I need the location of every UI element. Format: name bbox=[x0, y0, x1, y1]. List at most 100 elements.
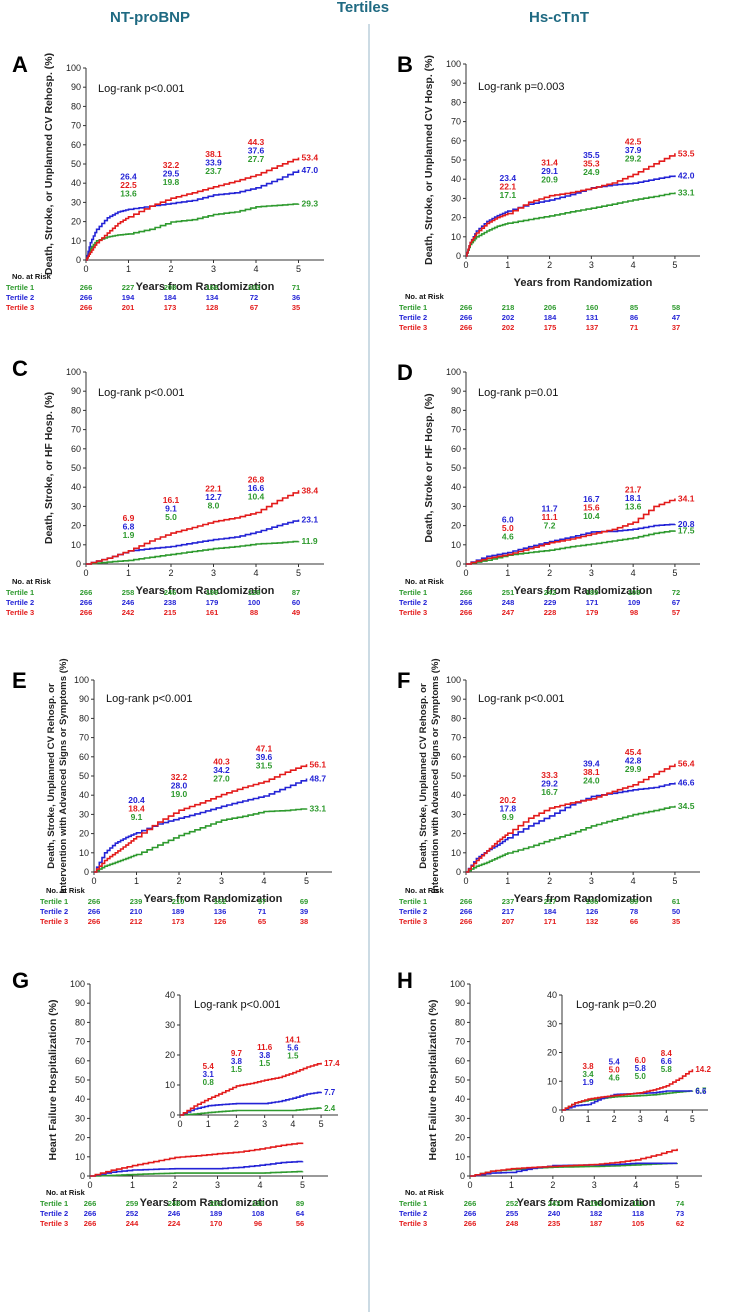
risk-cell: 243 bbox=[548, 1199, 561, 1208]
series-line-tertile-2 bbox=[86, 519, 300, 565]
panel-D: D 0 10 20 30 40 50 60 70 80 90 100 0 1 2 3 4 5 Years from … bbox=[397, 360, 700, 617]
y-tick-label: 80 bbox=[451, 97, 461, 107]
annotation-value: 10.4 bbox=[583, 511, 600, 521]
x-tick-label: 3 bbox=[592, 1180, 597, 1190]
y-tick-label: 100 bbox=[446, 59, 461, 69]
risk-cell: 238 bbox=[164, 598, 177, 607]
annotation-value: 6.0 bbox=[635, 1056, 647, 1065]
x-tick-label: 5 bbox=[296, 264, 301, 274]
end-value-tertile-2: 46.6 bbox=[678, 778, 695, 788]
end-value-tertile-1: 33.1 bbox=[678, 187, 695, 197]
end-value-tertile-2: 42.0 bbox=[678, 170, 695, 180]
risk-cell: 242 bbox=[544, 588, 557, 597]
x-axis-label: Years from Randomization bbox=[136, 281, 275, 293]
annotation-value: 21.7 bbox=[625, 484, 642, 494]
y-tick-label: 20 bbox=[165, 1050, 175, 1060]
y-tick-label: 0 bbox=[80, 1171, 85, 1181]
annotation-value: 16.7 bbox=[541, 787, 558, 797]
annotation-value: 4.6 bbox=[609, 1073, 621, 1082]
x-tick-label: 4 bbox=[261, 876, 266, 886]
y-axis-label: Death, Stroke, or Unplanned CV Hosp. (%) bbox=[423, 55, 435, 265]
annotation-value: 27.0 bbox=[213, 774, 230, 784]
y-tick-label: 70 bbox=[455, 1037, 465, 1047]
risk-cell: 202 bbox=[502, 323, 515, 332]
y-tick-label: 90 bbox=[75, 998, 85, 1008]
annotation-value: 6.0 bbox=[502, 514, 514, 524]
risk-cell: 134 bbox=[206, 293, 219, 302]
inset-series-line-tertile-3 bbox=[180, 1062, 322, 1116]
x-tick-label: 3 bbox=[262, 1119, 267, 1129]
risk-cell: 128 bbox=[206, 303, 219, 312]
risk-cell: 108 bbox=[252, 1209, 265, 1218]
annotation-value: 35.3 bbox=[583, 158, 600, 168]
annotation-value: 29.5 bbox=[163, 169, 180, 179]
annotation-value: 20.9 bbox=[541, 175, 558, 185]
x-tick-label: 4 bbox=[631, 876, 636, 886]
risk-cell: 162 bbox=[214, 897, 227, 906]
annotation-value: 11.6 bbox=[257, 1043, 273, 1052]
risk-cell: 210 bbox=[130, 907, 143, 916]
x-tick-label: 4 bbox=[631, 568, 636, 578]
annotation-value: 5.0 bbox=[609, 1065, 621, 1074]
x-tick-label: 4 bbox=[257, 1180, 262, 1190]
risk-cell: 246 bbox=[164, 588, 177, 597]
risk-cell: 266 bbox=[460, 303, 473, 312]
annotation-value: 39.4 bbox=[583, 758, 600, 768]
risk-cell: 266 bbox=[464, 1209, 477, 1218]
risk-cell: 130 bbox=[252, 1199, 265, 1208]
y-axis-label: Heart Failure Hospitalization (%) bbox=[47, 999, 59, 1160]
risk-cell: 88 bbox=[250, 608, 258, 617]
risk-cell: 175 bbox=[544, 323, 557, 332]
risk-cell: 65 bbox=[258, 917, 266, 926]
x-tick-label: 3 bbox=[215, 1180, 220, 1190]
risk-cell: 202 bbox=[502, 313, 515, 322]
risk-cell: 72 bbox=[672, 588, 680, 597]
x-tick-label: 1 bbox=[206, 1119, 211, 1129]
end-value-tertile-2: 7.7 bbox=[324, 1088, 336, 1097]
annotation-value: 8.0 bbox=[208, 501, 220, 511]
risk-cell: 258 bbox=[122, 588, 135, 597]
x-axis-label: Years from Randomization bbox=[144, 893, 283, 905]
end-value-tertile-1: 34.5 bbox=[678, 801, 695, 811]
y-tick-label: 100 bbox=[74, 675, 89, 685]
annotation-value: 17.1 bbox=[500, 190, 517, 200]
risk-cell: 259 bbox=[126, 1199, 139, 1208]
series-line-tertile-3 bbox=[86, 157, 300, 261]
risk-cell: 74 bbox=[676, 1199, 685, 1208]
y-tick-label: 80 bbox=[71, 405, 81, 415]
risk-cell: 266 bbox=[88, 907, 101, 916]
risk-cell: 266 bbox=[80, 598, 93, 607]
x-tick-label: 1 bbox=[509, 1180, 514, 1190]
end-value-tertile-3: 14.2 bbox=[695, 1065, 711, 1074]
panel-C: C 0 10 20 30 40 50 60 70 80 90 100 0 1 2 3 4 5 Years from … bbox=[6, 356, 324, 617]
y-axis-label: Death, Stroke or HF Hosp. (%) bbox=[423, 393, 435, 542]
y-tick-label: 0 bbox=[552, 1105, 557, 1115]
annotation-value: 22.5 bbox=[120, 180, 137, 190]
x-tick-label: 1 bbox=[505, 876, 510, 886]
y-tick-label: 90 bbox=[451, 78, 461, 88]
risk-cell: 72 bbox=[250, 293, 258, 302]
y-tick-label: 10 bbox=[75, 1152, 85, 1162]
risk-cell: 38 bbox=[300, 917, 308, 926]
y-tick-label: 10 bbox=[455, 1152, 465, 1162]
inset-series-line-tertile-2 bbox=[180, 1091, 322, 1116]
annotation-value: 13.6 bbox=[625, 501, 642, 511]
risk-table-header: No. at Risk bbox=[405, 577, 445, 586]
risk-cell: 208 bbox=[164, 283, 177, 292]
y-tick-label: 60 bbox=[451, 752, 461, 762]
risk-row-label: Tertile 1 bbox=[399, 897, 427, 906]
risk-cell: 235 bbox=[548, 1219, 561, 1228]
series-line-tertile-2 bbox=[90, 1160, 304, 1177]
y-tick-label: 40 bbox=[165, 990, 175, 1000]
annotation-value: 16.6 bbox=[248, 483, 265, 493]
y-tick-label: 30 bbox=[451, 501, 461, 511]
series-line-tertile-3 bbox=[86, 490, 300, 565]
panel-B: B 0 10 20 30 40 50 60 70 80 90 100 0 1 2 3 4 5 Years from … bbox=[397, 52, 700, 332]
x-tick-label: 0 bbox=[91, 876, 96, 886]
risk-cell: 85 bbox=[630, 303, 638, 312]
y-tick-label: 50 bbox=[455, 1075, 465, 1085]
series-line-tertile-1 bbox=[86, 540, 300, 565]
annotation-value: 20.2 bbox=[500, 795, 517, 805]
annotation-value: 9.7 bbox=[231, 1049, 243, 1058]
risk-cell: 36 bbox=[292, 293, 300, 302]
